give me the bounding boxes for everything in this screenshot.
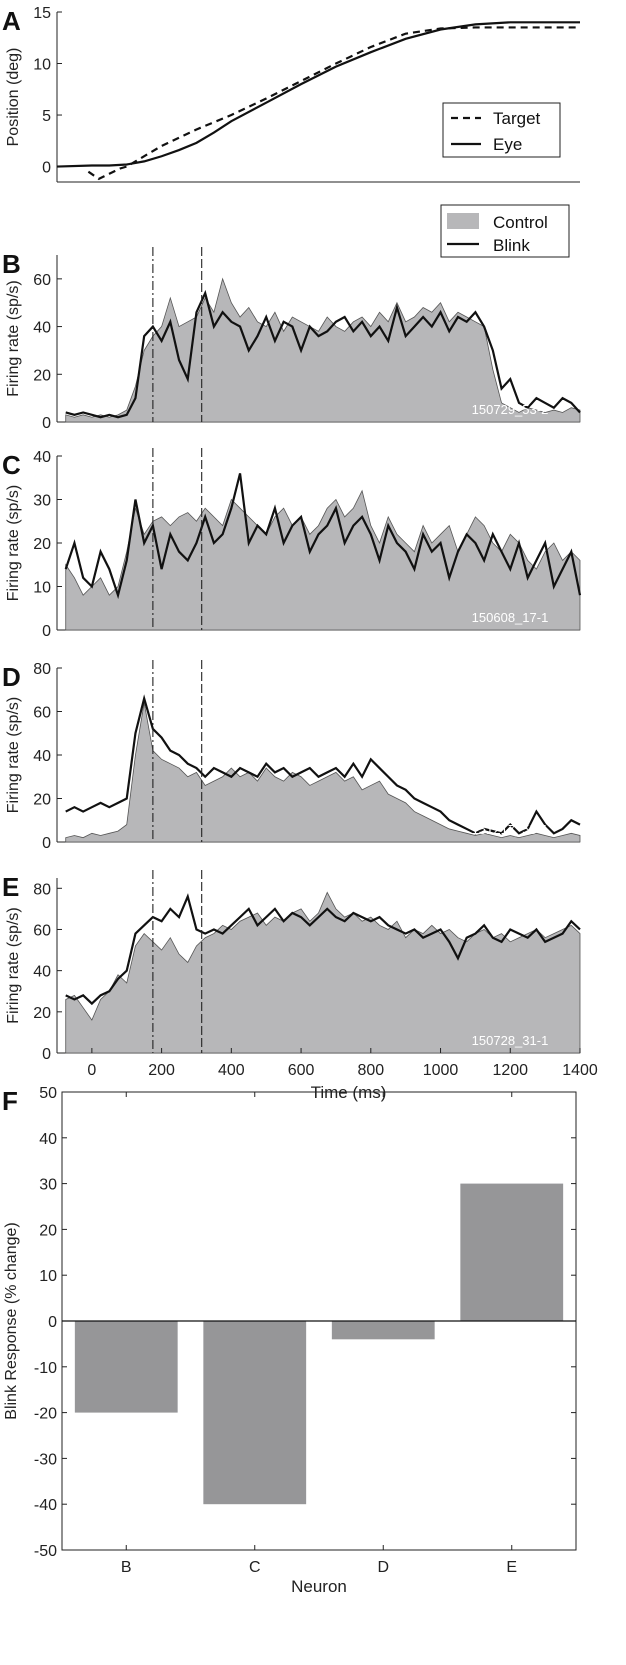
y-axis-label: Firing rate (sp/s)	[5, 907, 22, 1023]
x-tick-label: C	[249, 1559, 261, 1576]
y-tick-label: 40	[33, 964, 51, 981]
y-axis-label: Blink Response (% change)	[3, 1222, 20, 1419]
y-tick-label: 50	[39, 1085, 57, 1102]
y-tick-label: 0	[48, 1314, 57, 1331]
x-tick-label: 800	[357, 1062, 384, 1079]
series-area-control	[65, 891, 581, 1054]
bar-b	[74, 1321, 178, 1413]
series-line-blink	[65, 289, 581, 419]
neuron-id-label: 150608_17-1	[472, 610, 549, 625]
y-tick-label: 0	[42, 1046, 51, 1063]
legend-entry: Eye	[493, 135, 522, 154]
y-tick-label: 0	[42, 835, 51, 852]
neuron-id-label: 150729_53-2	[472, 402, 549, 417]
y-tick-label: 30	[33, 493, 51, 510]
y-tick-label: 60	[33, 705, 51, 722]
y-tick-label: 20	[33, 1005, 51, 1022]
series-line-blink	[65, 893, 581, 1006]
y-axis-label: Position (deg)	[5, 48, 22, 147]
y-tick-label: 80	[33, 881, 51, 898]
x-tick-label: 1000	[423, 1062, 459, 1079]
panel-letter: B	[2, 249, 21, 279]
y-tick-label: -20	[34, 1406, 57, 1423]
y-tick-label: 0	[42, 623, 51, 640]
y-tick-label: 10	[39, 1268, 57, 1285]
y-tick-label: 20	[33, 792, 51, 809]
y-tick-label: -50	[34, 1543, 57, 1560]
bar-d	[331, 1321, 435, 1340]
x-tick-label: 0	[87, 1062, 96, 1079]
y-tick-label: -30	[34, 1451, 57, 1468]
series-line-blink	[65, 694, 581, 835]
panel-c: C 0 10 20 30 40 Firing rate (sp/s) 150608_17-1	[2, 448, 582, 640]
panel-letter: D	[2, 662, 21, 692]
y-axis-label: Firing rate (sp/s)	[5, 280, 22, 396]
panel-letter: E	[2, 872, 19, 902]
y-tick-label: -40	[34, 1497, 57, 1514]
series-line-blink	[64, 473, 582, 600]
bar-c	[203, 1321, 307, 1505]
series-area-control	[65, 489, 581, 631]
y-tick-label: 15	[33, 5, 51, 22]
x-tick-label: 1400	[562, 1062, 598, 1079]
x-tick-label: 400	[218, 1062, 245, 1079]
x-tick-label: 1200	[492, 1062, 528, 1079]
y-axis-label: Firing rate (sp/s)	[5, 697, 22, 813]
legend-box	[442, 102, 561, 158]
legend-swatch-control	[447, 213, 479, 229]
y-axis-label: Firing rate (sp/s)	[5, 485, 22, 601]
panel-d: D 0 20 40 60 80 Firing rate (sp/s) 151217_55-1	[2, 660, 581, 852]
panel-letter: C	[2, 450, 21, 480]
y-tick-label: 20	[33, 367, 51, 384]
y-tick-label: 60	[33, 922, 51, 939]
x-axis-label: Neuron	[291, 1577, 347, 1596]
neuron-id-label: 151217_55-1	[472, 822, 549, 837]
y-tick-label: 5	[42, 108, 51, 125]
panel-letter: F	[2, 1086, 18, 1116]
legend-entry: Control	[493, 213, 548, 232]
x-tick-label: D	[377, 1559, 389, 1576]
y-tick-label: 0	[42, 160, 51, 177]
panel-letter: A	[2, 6, 21, 36]
y-tick-label: 0	[42, 415, 51, 432]
x-tick-label: 200	[148, 1062, 175, 1079]
x-tick-label: E	[506, 1559, 517, 1576]
series-area-control	[65, 277, 581, 423]
y-tick-label: 30	[39, 1177, 57, 1194]
panel-a: A 0 5 10 15 Position (deg) Target Eye	[2, 5, 580, 183]
legend-entry: Target	[493, 109, 541, 128]
series-area-control	[65, 702, 581, 843]
y-tick-label: 40	[39, 1131, 57, 1148]
panel-e: E 0 20 40 60 80 Firing rate (sp/s) 150728_31-1 0…	[2, 870, 598, 1102]
x-tick-label: B	[121, 1559, 132, 1576]
y-tick-label: -10	[34, 1360, 57, 1377]
x-tick-label: 600	[288, 1062, 315, 1079]
y-tick-label: 40	[33, 449, 51, 466]
y-tick-label: 40	[33, 748, 51, 765]
bar-e	[460, 1183, 564, 1321]
panel-f: F -50 -40 -30 -20 -10 0 10 20 30 40 50 B C D E Neuron Bli…	[2, 1085, 577, 1596]
y-tick-label: 10	[33, 57, 51, 74]
y-tick-label: 60	[33, 272, 51, 289]
y-tick-label: 10	[33, 580, 51, 597]
y-tick-label: 40	[33, 320, 51, 337]
y-tick-label: 20	[33, 536, 51, 553]
series-line-eye	[56, 21, 580, 168]
neuron-id-label: 150728_31-1	[472, 1033, 549, 1048]
y-tick-label: 80	[33, 661, 51, 678]
legend-entry: Blink	[493, 236, 530, 255]
y-tick-label: 20	[39, 1222, 57, 1239]
panel-b: B 0 20 40 60 Firing rate (sp/s) 150729_53-2 Con…	[2, 204, 581, 432]
